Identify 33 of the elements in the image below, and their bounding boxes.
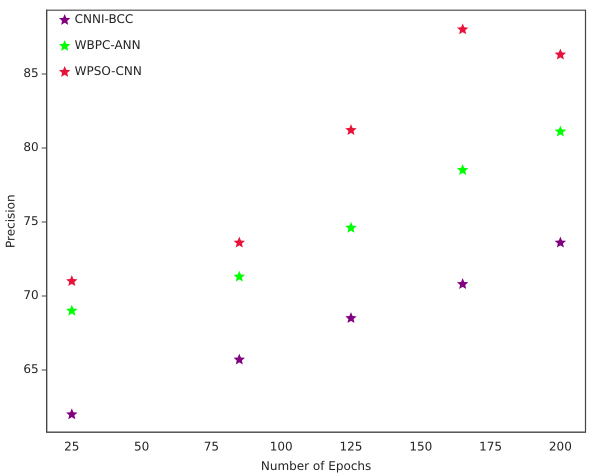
x-tick-label: 50 [134, 440, 150, 454]
x-tick-label: 100 [270, 440, 293, 454]
point [345, 312, 357, 324]
point [456, 23, 468, 34]
point [345, 222, 357, 233]
point [456, 278, 468, 289]
point [456, 164, 468, 175]
point [234, 354, 246, 364]
point [345, 124, 357, 135]
point [554, 48, 566, 60]
point [234, 270, 246, 282]
x-tick-label: 175 [479, 440, 502, 454]
point [66, 275, 78, 286]
point [554, 236, 566, 248]
x-tick-label: 125 [340, 440, 362, 454]
x-tick-label: 150 [409, 440, 432, 454]
legend-label: WBPC-ANN [74, 38, 141, 52]
legend-label: WPSO-CNN [74, 64, 142, 78]
y-tick-label: 65 [23, 362, 39, 376]
point [66, 408, 78, 420]
point [554, 126, 566, 136]
x-axis-title: Number of Epochs [260, 458, 372, 473]
y-tick-label: 70 [23, 288, 39, 302]
y-tick-label: 85 [23, 66, 39, 80]
y-tick-label: 80 [23, 140, 39, 154]
point [234, 236, 246, 248]
x-tick-label: 200 [548, 440, 572, 454]
x-tick-label: 75 [204, 440, 220, 454]
y-axis-title: Precision [3, 194, 18, 248]
legend-label: CNNI-BCC [74, 12, 134, 26]
point [66, 304, 78, 316]
x-tick-label: 25 [64, 440, 80, 454]
y-tick-label: 75 [23, 214, 39, 228]
